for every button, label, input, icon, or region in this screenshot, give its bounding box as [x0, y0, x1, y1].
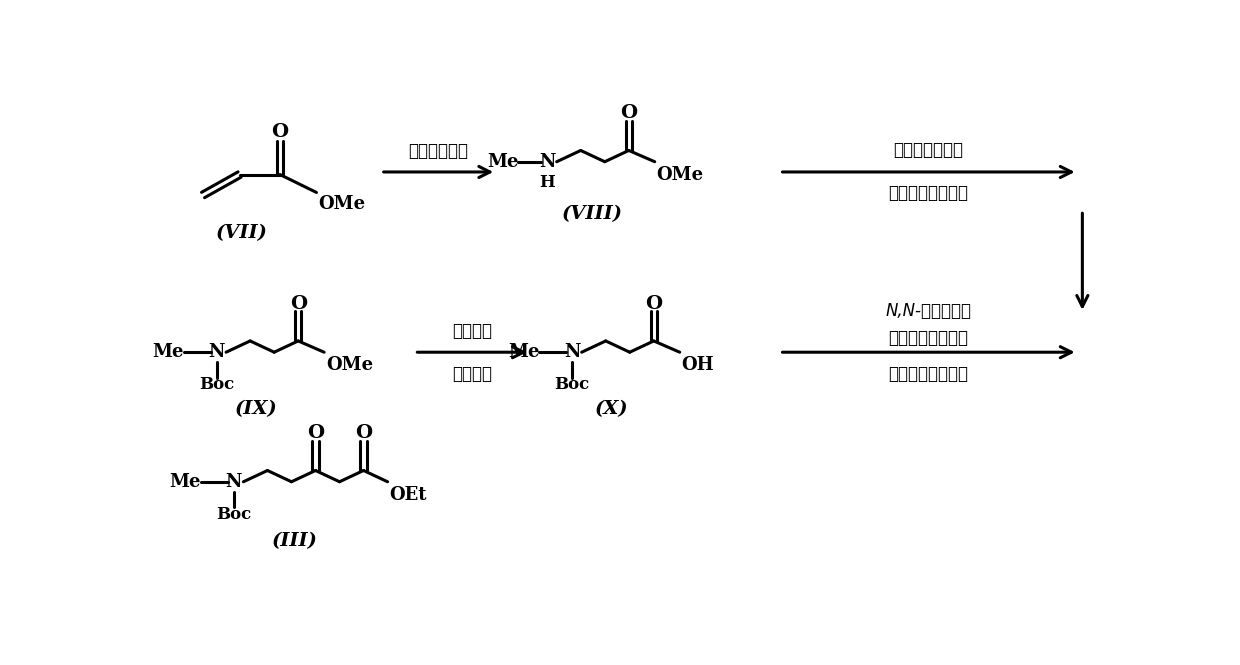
- Text: 三乙胺，二氯甲烷: 三乙胺，二氯甲烷: [889, 184, 968, 202]
- Text: Me: Me: [487, 153, 518, 171]
- Text: (VII): (VII): [216, 224, 268, 243]
- Text: 无水氯化镁，乙腕: 无水氯化镁，乙腕: [889, 365, 968, 383]
- Text: O: O: [620, 104, 637, 122]
- Text: (IX): (IX): [234, 400, 278, 418]
- Text: 乙醇，水: 乙醇，水: [453, 364, 492, 383]
- Text: 甲胺乙醇溶液: 甲胺乙醇溶液: [408, 142, 469, 160]
- Text: OH: OH: [682, 356, 714, 374]
- Text: (III): (III): [272, 531, 317, 550]
- Text: O: O: [290, 295, 306, 313]
- Text: N: N: [539, 153, 556, 171]
- Text: Boc: Boc: [198, 376, 234, 393]
- Text: O: O: [272, 123, 289, 141]
- Text: O: O: [308, 424, 324, 442]
- Text: N,N-羰基二咪唑: N,N-羰基二咪唑: [885, 303, 972, 321]
- Text: Boc: Boc: [554, 376, 590, 393]
- Text: O: O: [355, 424, 372, 442]
- Text: (VIII): (VIII): [562, 205, 622, 223]
- Text: OMe: OMe: [319, 195, 366, 213]
- Text: N: N: [226, 473, 242, 491]
- Text: H: H: [539, 174, 556, 191]
- Text: O: O: [645, 295, 662, 313]
- Text: 二碳酸二叔丁酯: 二碳酸二叔丁酯: [894, 142, 963, 160]
- Text: (X): (X): [595, 400, 629, 418]
- Text: N: N: [208, 343, 224, 361]
- Text: 氮氧化钓: 氮氧化钓: [453, 322, 492, 340]
- Text: Me: Me: [508, 343, 539, 361]
- Text: N: N: [564, 343, 580, 361]
- Text: OMe: OMe: [326, 356, 373, 374]
- Text: OMe: OMe: [657, 166, 704, 184]
- Text: Boc: Boc: [216, 505, 252, 523]
- Text: 丙二酸单乙酯鉃盐: 丙二酸单乙酯鉃盐: [889, 329, 968, 347]
- Text: Me: Me: [170, 473, 201, 491]
- Text: OEt: OEt: [389, 486, 427, 504]
- Text: Me: Me: [153, 343, 184, 361]
